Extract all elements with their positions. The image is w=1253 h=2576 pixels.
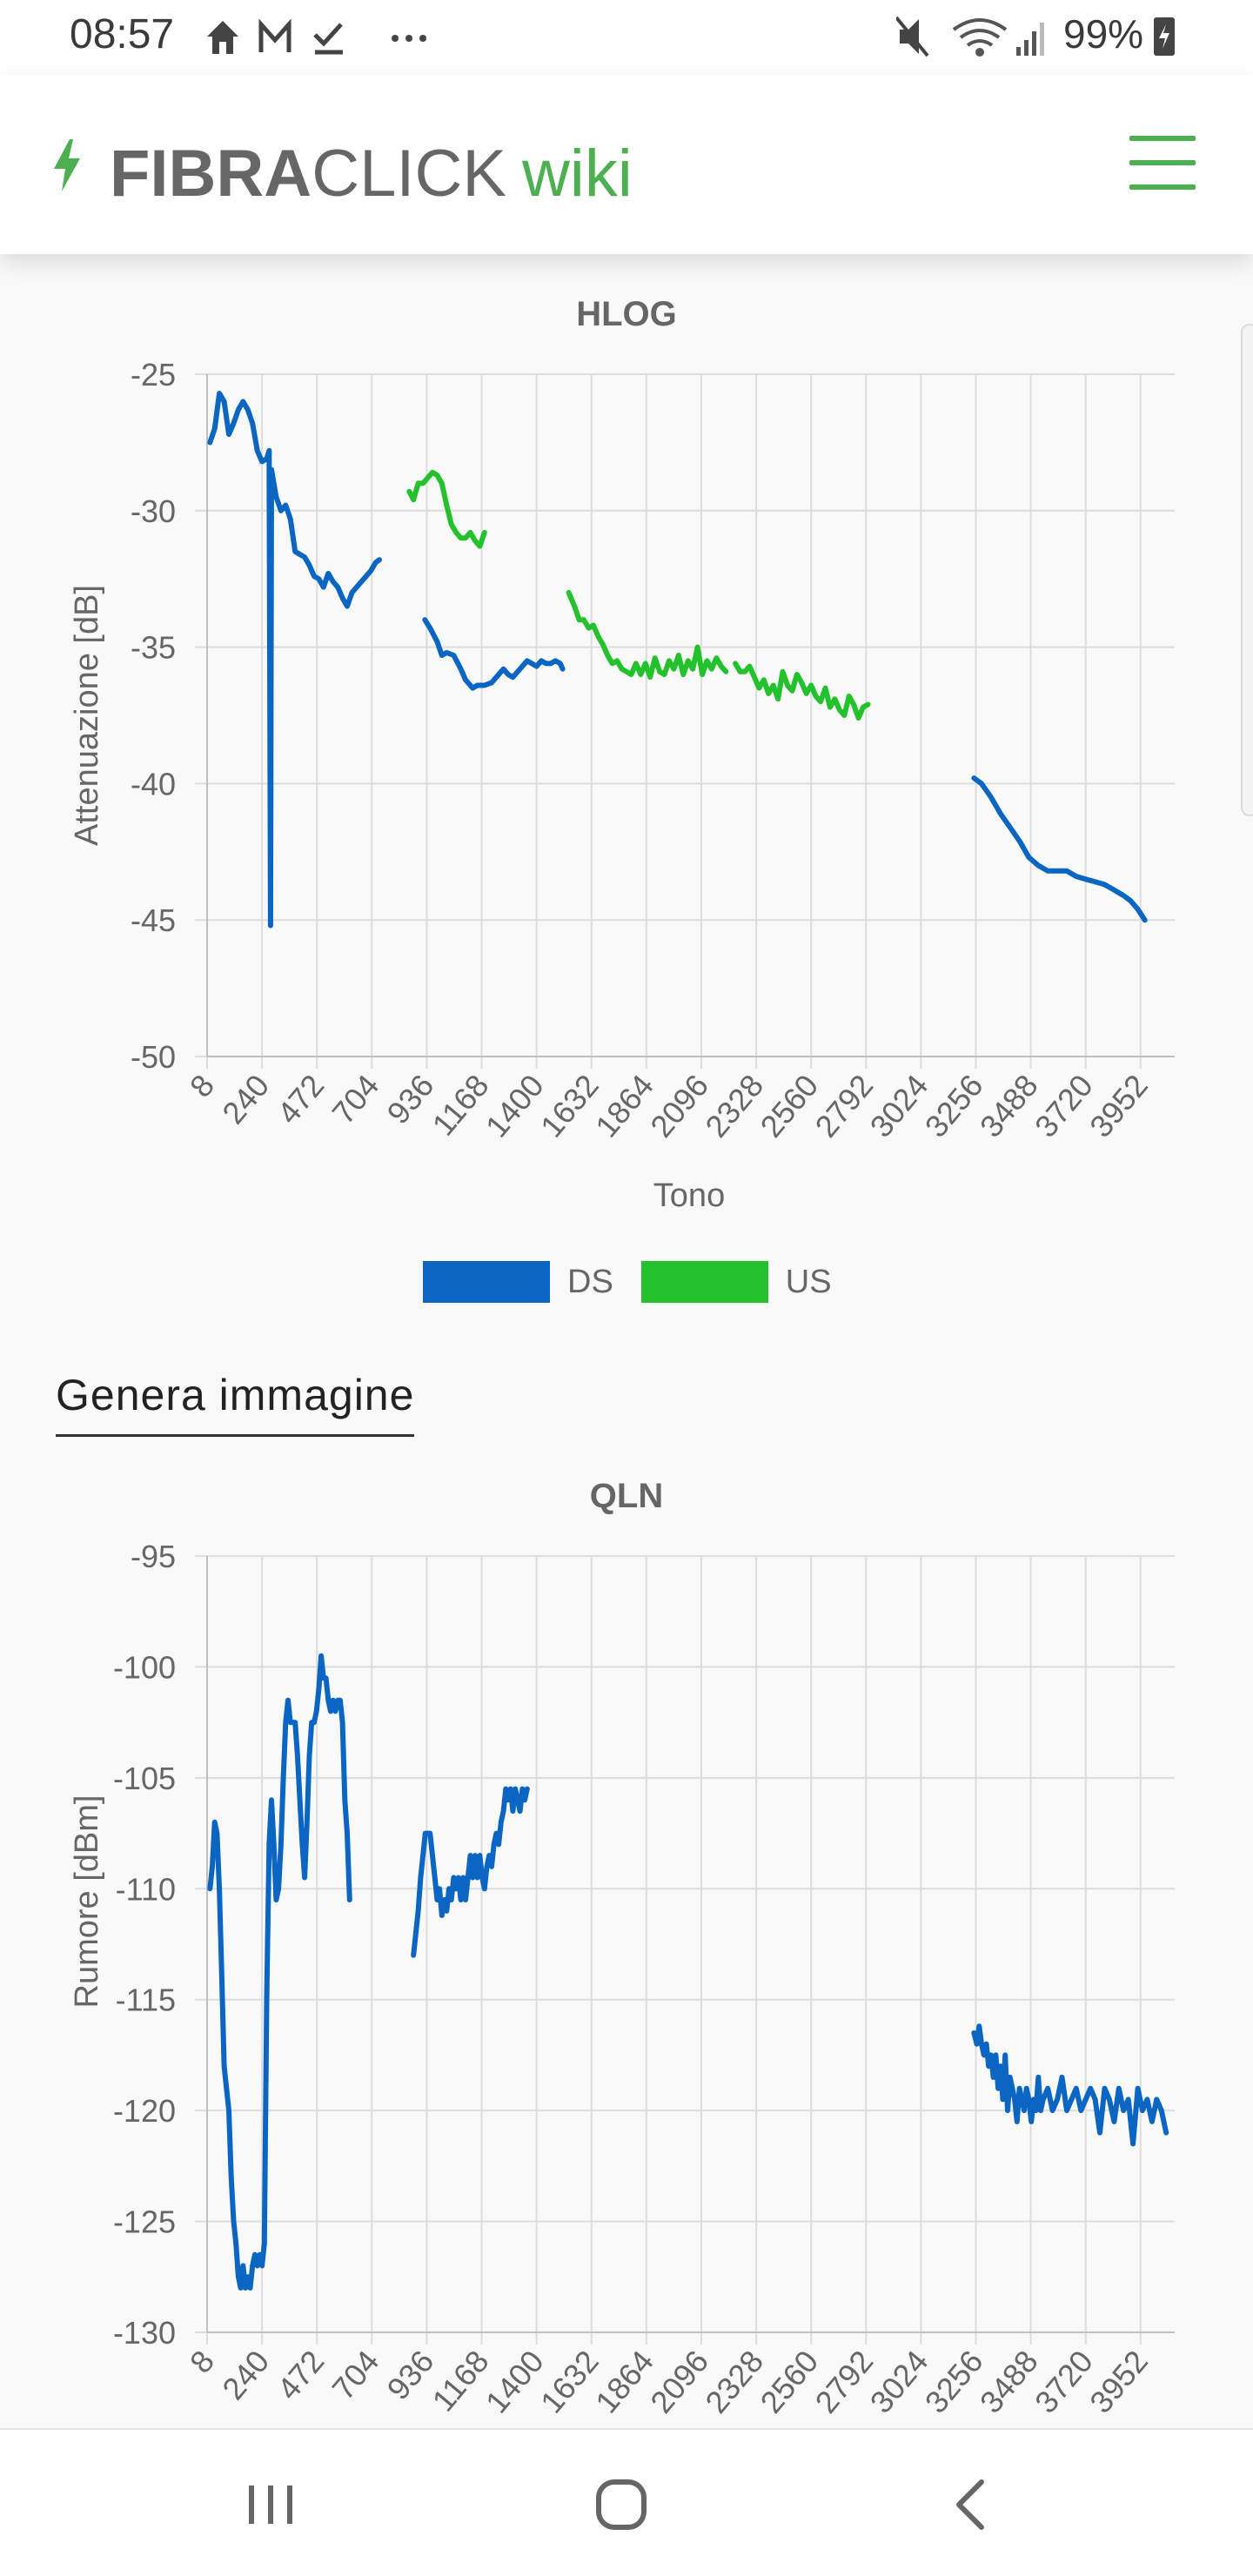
x-tick-label: 3488	[973, 2344, 1045, 2420]
x-tick-label: 1632	[533, 1068, 606, 1144]
series-us-line	[733, 661, 871, 721]
x-tick-label: 3952	[1082, 2344, 1155, 2420]
x-tick-label: 1864	[588, 2344, 660, 2420]
y-tick-label: -45	[131, 902, 176, 938]
x-tick-label: 3256	[918, 2344, 990, 2420]
series-ds-line	[971, 775, 1148, 923]
y-tick-label: -105	[113, 1761, 176, 1796]
status-system-icons	[896, 16, 1175, 57]
x-tick-label: 3024	[863, 2344, 935, 2420]
legend-swatch-ds	[423, 1261, 550, 1303]
brand-part-click: CLICK	[312, 137, 507, 211]
x-tick-label: 1168	[425, 2344, 495, 2418]
series-us-line	[566, 589, 729, 681]
series-us-line	[406, 469, 487, 549]
app-header: FIBRACLICK wiki	[0, 75, 1253, 254]
x-tick-label: 3256	[918, 1068, 990, 1144]
x-tick-label: 1864	[588, 1068, 660, 1144]
x-tick-label: 2792	[808, 1068, 881, 1144]
x-tick-label: 1632	[533, 2344, 606, 2420]
x-tick-label: 240	[215, 1068, 276, 1130]
x-tick-label: 3024	[863, 1068, 935, 1144]
x-tick-label: 704	[325, 1068, 385, 1130]
chart-legend: DS US	[423, 1258, 860, 1305]
y-tick-label: -50	[131, 1039, 176, 1075]
x-tick-label: 2328	[698, 1068, 770, 1144]
y-tick-label: -95	[131, 1539, 176, 1574]
lightning-icon	[54, 139, 80, 191]
x-tick-label: 2560	[753, 1068, 825, 1144]
battery-icon	[1154, 17, 1175, 56]
more-dots-icon	[392, 35, 426, 42]
y-tick-label: -35	[131, 630, 176, 666]
x-tick-label: 1168	[425, 1068, 495, 1143]
recent-apps-icon[interactable]	[237, 2473, 306, 2534]
system-navigation-bar	[0, 2428, 1253, 2576]
chart-title: QLN	[590, 1477, 663, 1515]
x-tick-label: 3488	[973, 1068, 1045, 1144]
x-tick-label: 240	[215, 2344, 276, 2406]
status-bar: 08:57	[0, 0, 1253, 75]
y-axis-label: Attenuazione [dB]	[69, 585, 105, 846]
legend-label-us: US	[785, 1263, 832, 1300]
x-tick-label: 1400	[479, 2344, 551, 2420]
series-ds-line	[971, 2023, 1169, 2147]
chart-title: HLOG	[576, 295, 677, 333]
x-axis-label: Tono	[653, 1177, 725, 1214]
legend-item-us[interactable]: US	[640, 1261, 832, 1303]
brand-part-fibra: FIBRA	[110, 137, 312, 211]
x-tick-label: 3720	[1028, 2344, 1100, 2420]
y-tick-label: -25	[131, 357, 176, 392]
mail-icon	[258, 18, 291, 52]
brand-name: FIBRACLICK wiki	[110, 136, 633, 211]
series-ds-line	[207, 1653, 352, 2291]
legend-swatch-us	[640, 1261, 768, 1303]
home-button-icon[interactable]	[586, 2473, 656, 2534]
y-tick-label: -115	[116, 1982, 176, 2018]
mute-icon	[896, 16, 929, 57]
x-tick-label: 3952	[1082, 1068, 1155, 1144]
x-tick-label: 3720	[1028, 1068, 1100, 1144]
x-tick-label: 472	[270, 2344, 331, 2406]
generate-image-button[interactable]: Genera immagine	[56, 1370, 415, 1437]
status-notification-icons	[207, 18, 426, 55]
qln-chart: QLN -95 -100 -105 -110 -115 -120 -125 -130 8240…	[69, 1477, 1175, 2420]
y-tick-label: -100	[113, 1649, 176, 1685]
hlog-chart: HLOG -25-30-35-40-45-50 8240472704936116…	[69, 295, 1175, 1214]
x-tick-label: 2096	[643, 1068, 715, 1144]
y-tick-label: -125	[113, 2204, 176, 2240]
x-tick-label: 472	[270, 1068, 331, 1130]
y-tick-label: -40	[131, 766, 176, 802]
brand-part-wiki: wiki	[522, 137, 633, 211]
battery-percentage: 99%	[1063, 11, 1144, 57]
wifi-icon	[952, 18, 1008, 57]
status-time: 08:57	[70, 11, 175, 57]
x-tick-label: 8	[183, 2344, 221, 2380]
x-tick-label: 2560	[753, 2344, 825, 2420]
x-tick-label: 2792	[808, 2344, 881, 2420]
x-tick-label: 8	[183, 1068, 221, 1104]
checkmark-icon	[313, 23, 343, 55]
series-ds-line	[207, 391, 382, 929]
x-tick-label: 2096	[643, 2344, 715, 2420]
legend-label-ds: DS	[567, 1263, 613, 1300]
back-icon[interactable]	[938, 2473, 1008, 2534]
series-ds-line	[422, 617, 566, 691]
y-tick-label: -120	[113, 2093, 176, 2129]
series-ds-line	[411, 1786, 530, 1958]
legend-item-ds[interactable]: DS	[423, 1261, 613, 1303]
x-tick-label: 2328	[698, 2344, 770, 2420]
home-icon	[207, 21, 238, 54]
x-tick-label: 704	[325, 2344, 385, 2406]
y-axis-label: Rumore [dBm]	[69, 1795, 105, 2009]
side-panel-handle[interactable]	[1241, 324, 1253, 816]
signal-icon	[1016, 23, 1044, 56]
x-tick-label: 1400	[479, 1068, 551, 1144]
hamburger-menu-icon[interactable]	[1129, 136, 1196, 191]
y-tick-label: -30	[131, 493, 176, 529]
y-tick-label: -110	[116, 1871, 176, 1907]
y-tick-label: -130	[113, 2315, 176, 2351]
